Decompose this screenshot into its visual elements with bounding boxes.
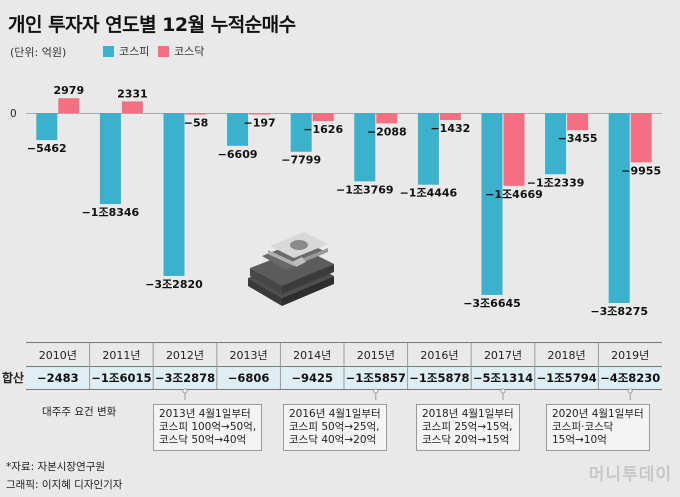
bar-kosdaq-2017 [503,113,525,186]
data-label: −1조4669 [485,188,543,201]
note-2017: 2018년 4월1일부터 코스피 25억→15억, 코스닥 20억→15억 [416,404,520,451]
unit-label: (단위: 억원) [10,46,67,59]
data-label: −1조2339 [527,176,585,189]
category-label: 2010년 [39,349,77,362]
legend-item-kospi: 코스피 [103,43,149,59]
bar-kospi-2010 [36,113,58,141]
notes-heading: 대주주 요건 변화 [42,406,117,418]
bar-kospi-2016 [417,113,439,185]
data-label: −3조8275 [590,305,648,318]
bar-kospi-2011 [99,113,121,205]
zero-axis-label: 0 [10,108,17,120]
data-label: −1조8346 [82,206,140,219]
note-connector-dot [500,388,506,394]
total-value: −5조1314 [473,371,533,385]
bar-kosdaq-2019 [630,113,652,163]
data-label: −197 [244,117,276,130]
data-label: −9955 [621,164,661,177]
category-label: 2015년 [357,349,395,362]
graphic-credit: 그래픽: 이지혜 디자인기자 [6,479,123,491]
data-label: −3455 [558,132,598,145]
note-2012: 2013년 4월1일부터 코스피 100억→50억, 코스닥 50억→40억 [153,404,263,451]
legend-label-kosdaq: 코스닥 [174,45,205,58]
bar-kosdaq-2016 [439,113,461,121]
data-label: −1432 [430,122,470,135]
bar-kosdaq-2014 [312,113,334,122]
note-2015: 2016년 4월1일부터 코스피 50억→25억, 코스닥 40억→20억 [283,404,387,451]
totals-row-label: 합산 [2,371,25,385]
bar-chart: 0 −5462 2979 2010년 −2483 −1조8346 2331 2011년 −1조… [10,84,662,400]
bar-kospi-2015 [354,113,376,182]
bar-kosdaq-2012 [185,113,207,115]
category-label: 2012년 [166,349,204,362]
data-label: 2979 [53,84,84,97]
category-label: 2011년 [102,349,140,362]
data-label: −7799 [281,154,321,167]
bar-kosdaq-2018 [567,113,589,131]
category-label: 2014년 [293,349,331,362]
bar-kosdaq-2015 [376,113,398,124]
total-value: −9425 [291,371,333,385]
total-value: −2483 [37,371,79,385]
note-connector-dot [627,388,633,394]
category-label: 2017년 [484,349,522,362]
data-label: −3조2820 [145,278,203,291]
data-label: −1조4446 [400,187,458,200]
data-label: −3조6645 [463,297,521,310]
data-label: −6609 [218,148,258,161]
bar-kosdaq-2013 [249,113,271,115]
note-connector-dot [182,388,188,394]
legend-swatch-kosdaq [158,45,169,57]
category-label: 2018년 [548,349,586,362]
bar-kospi-2017 [481,113,503,295]
total-value: −1조5857 [346,371,406,385]
bar-kospi-2013 [227,113,249,146]
legend-item-kosdaq: 코스닥 [158,43,204,59]
note-connector-dot [373,388,379,394]
bar-kospi-2018 [545,113,567,175]
data-label: −2088 [367,125,407,138]
brand-logo: 머니투데이 [588,465,672,485]
bar-kosdaq-2010 [58,98,80,113]
total-value: −1조5878 [409,371,469,385]
category-label: 2016년 [420,349,458,362]
note-2019: 2020년 4월1일부터 코스피·코스닥 15억→10억 [546,404,650,451]
data-label: −1조3769 [336,183,394,196]
total-value: −1조5794 [536,371,596,385]
bar-kospi-2014 [290,113,312,152]
bar-kospi-2012 [163,113,185,276]
bar-kosdaq-2011 [121,101,143,113]
category-label: 2013년 [230,349,268,362]
total-value: −3조2878 [155,371,215,385]
bar-kospi-2019 [608,113,630,303]
data-label: 2331 [117,87,148,100]
data-label: −58 [184,117,209,130]
total-value: −1조6015 [91,371,151,385]
total-value: −4조8230 [600,371,660,385]
source-note: *자료: 자본시장연구원 [6,461,106,473]
legend-label-kospi: 코스피 [119,45,150,58]
legend-swatch-kospi [103,45,114,57]
data-label: −5462 [27,142,67,155]
category-label: 2019년 [611,349,649,362]
money-stack-illustration [248,232,334,306]
chart-title: 개인 투자자 연도별 12월 누적순매수 [8,14,296,36]
data-label: −1626 [303,123,343,136]
total-value: −6806 [228,371,270,385]
